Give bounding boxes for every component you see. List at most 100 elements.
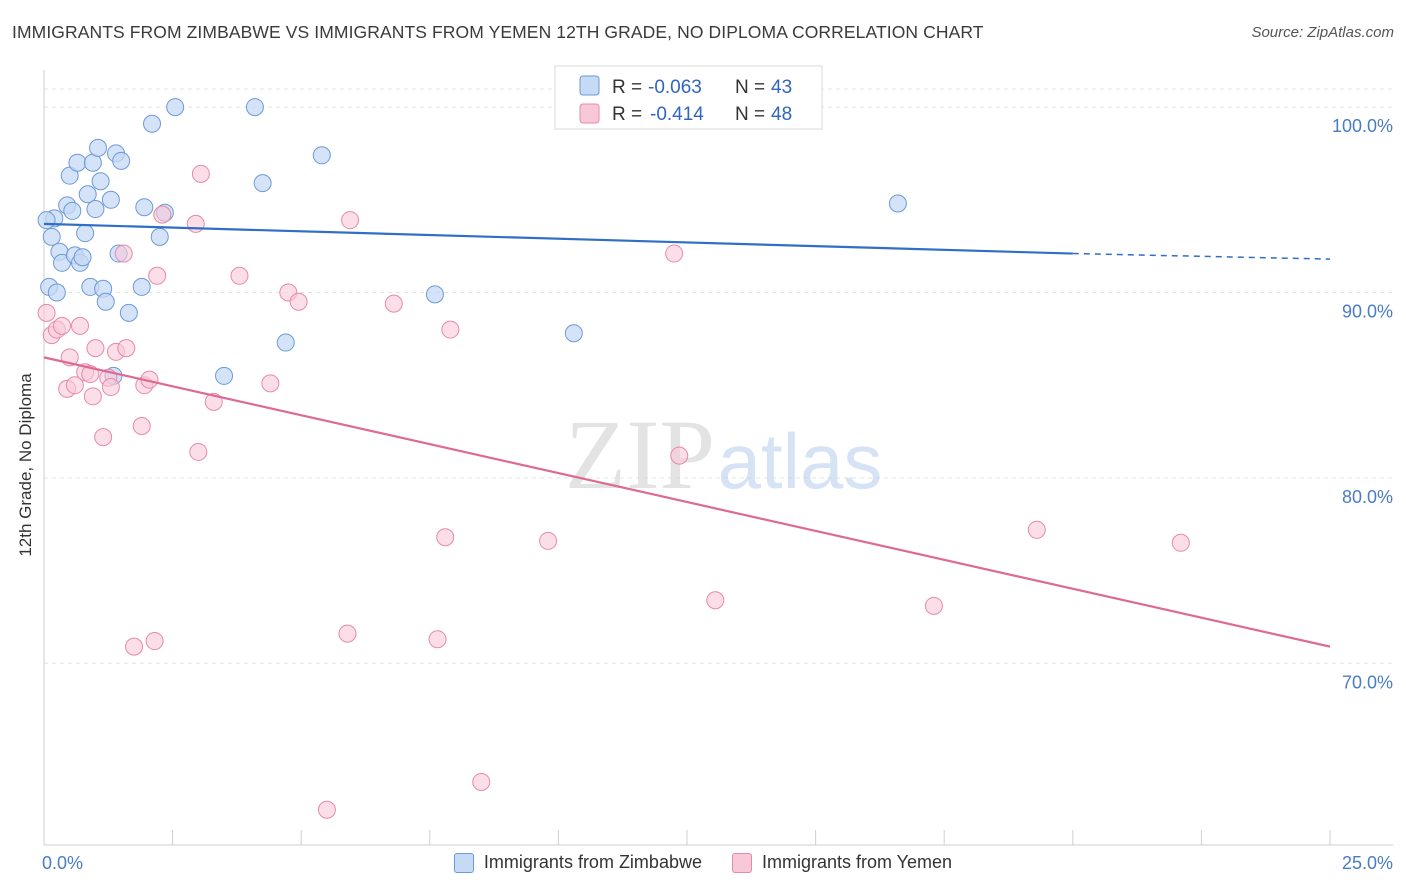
zimbabwe-point <box>215 366 234 385</box>
stats-legend: R = -0.063 N = 43 R = -0.414 N = 48 <box>554 65 823 130</box>
zimbabwe-point <box>76 224 95 243</box>
legend-r-label-1: R = <box>612 77 642 98</box>
yemen-point <box>148 266 167 285</box>
yemen-point <box>472 772 491 791</box>
zimbabwe-points <box>37 98 907 385</box>
legend-label-yemen: Immigrants from Yemen <box>761 852 953 872</box>
yemen-point <box>289 292 308 311</box>
legend-swatch-yemen-bottom <box>731 852 752 873</box>
series-legend: Immigrants from Zimbabwe Immigrants from… <box>0 852 1406 873</box>
legend-n-value-1: 43 <box>771 77 792 98</box>
y-tick-label: 100.0% <box>1332 116 1393 136</box>
zimbabwe-point <box>78 185 97 204</box>
source-label: Source: ZipAtlas.com <box>1251 24 1394 41</box>
yemen-point <box>1027 520 1046 539</box>
yemen-point <box>436 528 455 547</box>
legend-n-label-1: N = <box>735 77 765 98</box>
zimbabwe-point <box>253 174 272 193</box>
legend-item-zimbabwe: Immigrants from Zimbabwe <box>453 852 702 873</box>
legend-swatch-yemen <box>579 103 600 124</box>
y-tick-label: 90.0% <box>1342 301 1393 321</box>
legend-swatch-zimbabwe <box>579 75 600 96</box>
yemen-point <box>71 316 90 335</box>
legend-r-label-2: R = <box>612 104 642 125</box>
yemen-points <box>37 164 1190 819</box>
zimbabwe-point <box>112 151 131 170</box>
legend-label-zimbabwe: Immigrants from Zimbabwe <box>483 852 702 872</box>
watermark-zip: ZIP <box>565 399 715 510</box>
x-tick-label-min: 0.0% <box>42 853 83 873</box>
zimbabwe-point <box>37 211 56 230</box>
yemen-point <box>117 339 136 358</box>
watermark-atlas: atlas <box>718 417 883 505</box>
zimbabwe-point <box>888 194 907 213</box>
yemen-point <box>317 800 336 819</box>
yemen-point <box>94 428 113 447</box>
yemen-point <box>114 244 133 263</box>
y-tick-label: 80.0% <box>1342 487 1393 507</box>
yemen-point <box>428 630 447 649</box>
zimbabwe-point <box>132 277 151 296</box>
x-tick-labels: 0.0% 25.0% <box>42 853 1393 873</box>
yemen-point <box>1171 533 1190 552</box>
yemen-point <box>384 294 403 313</box>
zimbabwe-point <box>63 201 82 220</box>
yemen-point <box>924 596 943 615</box>
legend-n-label-2: N = <box>735 104 765 125</box>
yemen-point <box>186 214 205 233</box>
yemen-point <box>191 164 210 183</box>
yemen-point <box>65 376 84 395</box>
yemen-point <box>670 446 689 465</box>
yemen-point <box>125 637 144 656</box>
yemen-point <box>189 442 208 461</box>
legend-item-yemen: Immigrants from Yemen <box>731 852 953 873</box>
zimbabwe-trend-extension <box>1072 252 1331 260</box>
legend-n-value-2: 48 <box>771 104 792 125</box>
zimbabwe-point <box>135 198 154 217</box>
yemen-point <box>665 244 684 263</box>
yemen-point <box>230 266 249 285</box>
y-tick-labels: 70.0% 80.0% 90.0% 100.0% <box>1332 116 1393 692</box>
zimbabwe-point <box>564 324 583 343</box>
yemen-point <box>539 531 558 550</box>
yemen-point <box>37 303 56 322</box>
yemen-point <box>86 339 105 358</box>
legend-r-value-1: -0.063 <box>648 77 702 98</box>
legend-r-value-2: -0.414 <box>650 104 704 125</box>
trend-lines <box>43 222 1331 648</box>
grid-lines <box>44 88 1392 664</box>
yemen-point <box>706 591 725 610</box>
yemen-point <box>53 316 72 335</box>
zimbabwe-point <box>101 190 120 209</box>
zimbabwe-point <box>86 200 105 219</box>
y-tick-label: 70.0% <box>1342 672 1393 692</box>
yemen-point <box>341 211 360 230</box>
zimbabwe-point <box>166 98 185 117</box>
zimbabwe-point <box>42 227 61 246</box>
yemen-point <box>153 205 172 224</box>
zimbabwe-point <box>425 285 444 304</box>
zimbabwe-point <box>91 172 110 191</box>
zimbabwe-point <box>276 333 295 352</box>
yemen-point <box>338 624 357 643</box>
yemen-point <box>132 416 151 435</box>
zimbabwe-point <box>143 114 162 133</box>
legend-swatch-zimbabwe-bottom <box>453 852 474 873</box>
zimbabwe-point <box>68 153 87 172</box>
zimbabwe-point <box>245 98 264 117</box>
zimbabwe-point <box>73 248 92 267</box>
x-tick-label-max: 25.0% <box>1342 853 1393 873</box>
zimbabwe-point <box>96 292 115 311</box>
zimbabwe-point <box>150 227 169 246</box>
y-axis-label: 12th Grade, No Diploma <box>16 373 35 557</box>
yemen-point <box>83 387 102 406</box>
zimbabwe-point <box>47 283 66 302</box>
zimbabwe-point <box>89 138 108 157</box>
yemen-point <box>101 378 120 397</box>
zimbabwe-point <box>312 146 331 165</box>
yemen-point <box>441 320 460 339</box>
zimbabwe-trend-line <box>43 222 1073 255</box>
chart-title: IMMIGRANTS FROM ZIMBABWE VS IMMIGRANTS F… <box>12 22 984 42</box>
yemen-point <box>261 374 280 393</box>
